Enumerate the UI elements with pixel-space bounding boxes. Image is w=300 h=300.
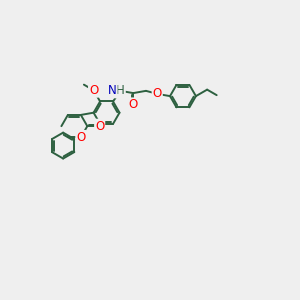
Text: O: O <box>153 87 162 101</box>
Text: N: N <box>108 84 117 97</box>
Text: O: O <box>95 120 104 133</box>
Text: H: H <box>116 84 125 97</box>
Text: O: O <box>76 131 86 144</box>
Text: O: O <box>89 84 98 97</box>
Text: O: O <box>129 98 138 111</box>
